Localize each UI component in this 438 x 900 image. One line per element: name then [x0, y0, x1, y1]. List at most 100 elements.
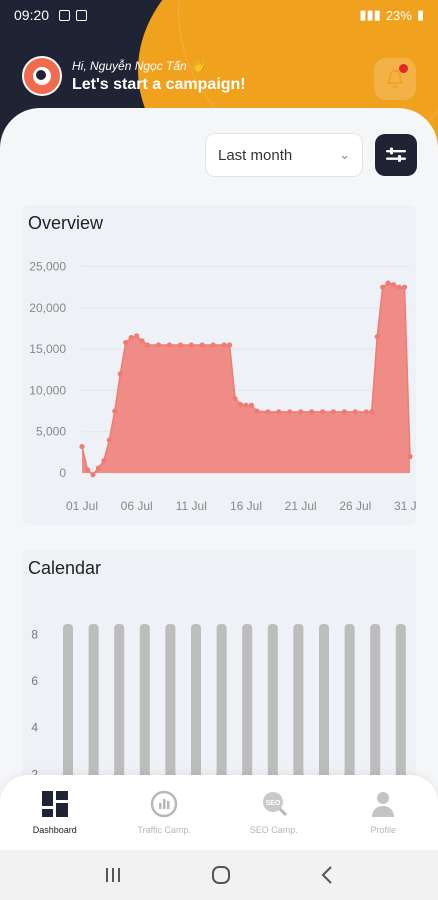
overview-data-point — [221, 342, 227, 348]
greeting-name: Hi, Nguyễn Ngọc Tấn 👋 — [72, 58, 205, 73]
nav-seo[interactable]: SEO SEO Camp. — [219, 775, 329, 850]
overview-x-tick: 31 Jul — [394, 499, 416, 513]
overview-data-point — [243, 402, 249, 408]
overview-data-point — [101, 458, 107, 464]
overview-data-point — [287, 409, 293, 415]
overview-data-point — [396, 284, 402, 290]
calendar-y-tick: 2 — [31, 767, 38, 781]
bell-icon — [386, 69, 404, 89]
nav-profile[interactable]: Profile — [329, 775, 438, 850]
status-bar: 09:20 ▮▮▮ 23% ▮ — [0, 0, 438, 30]
overview-x-tick: 26 Jul — [339, 499, 371, 513]
overview-y-tick: 20,000 — [29, 301, 66, 315]
overview-data-point — [309, 409, 315, 415]
overview-data-point — [237, 401, 244, 408]
calendar-bar — [114, 624, 125, 790]
calendar-y-tick: 8 — [31, 627, 38, 641]
calendar-bar — [344, 624, 355, 790]
bottom-navigation: Dashboard Traffic Camp. SEO SEO Camp. — [0, 775, 438, 850]
overview-data-point — [139, 338, 145, 344]
overview-title: Overview — [28, 213, 104, 233]
overview-data-point — [385, 280, 391, 286]
overview-data-point — [128, 334, 134, 341]
overview-data-point — [227, 342, 233, 348]
overview-data-point — [117, 371, 123, 377]
overview-data-point — [276, 409, 282, 415]
home-icon[interactable] — [210, 864, 232, 886]
svg-text:SEO: SEO — [265, 800, 280, 807]
calendar-title: Calendar — [28, 558, 102, 578]
calendar-card: Calendar 8 6 4 2 — [22, 550, 416, 790]
recents-icon[interactable] — [103, 866, 123, 884]
overview-data-point — [369, 409, 375, 415]
overview-area — [82, 283, 410, 475]
overview-data-point — [166, 342, 173, 348]
overview-data-point — [298, 409, 304, 415]
dashboard-icon — [41, 791, 68, 817]
calendar-bar — [242, 624, 253, 790]
overview-x-tick: 21 Jul — [285, 499, 317, 513]
calendar-bar — [216, 624, 227, 790]
overview-y-tick: 0 — [59, 466, 66, 480]
overview-data-point — [254, 408, 260, 414]
overview-y-tick: 15,000 — [29, 342, 66, 356]
overview-data-point — [374, 334, 380, 340]
overview-data-point — [155, 342, 162, 348]
nav-seo-label: SEO Camp. — [249, 825, 298, 835]
calendar-bar — [88, 624, 99, 790]
battery-text: 23% — [385, 7, 412, 23]
status-time: 09:20 — [14, 7, 50, 23]
overview-data-point — [341, 409, 347, 415]
overview-y-tick: 25,000 — [29, 260, 66, 274]
filter-button[interactable] — [375, 134, 417, 176]
calendar-bar — [191, 624, 201, 790]
chevron-down-icon: ⌄ — [339, 147, 350, 162]
nav-profile-label: Profile — [370, 825, 396, 835]
overview-data-point — [363, 409, 369, 415]
notification-dot — [399, 64, 408, 73]
overview-data-point — [380, 284, 386, 290]
overview-data-point — [265, 409, 271, 415]
overview-data-point — [232, 396, 238, 402]
overview-chart: 25,000 20,000 15,000 10,000 5,000 0 01 Jul 06 J… — [29, 260, 416, 513]
system-navigation — [0, 850, 438, 900]
overview-y-tick: 10,000 — [29, 383, 66, 397]
overview-x-tick: 11 Jul — [176, 499, 207, 513]
overview-data-point — [319, 409, 326, 415]
app-notification-icon — [76, 9, 88, 21]
avatar[interactable] — [22, 56, 62, 96]
nav-traffic-label: Traffic Camp. — [137, 825, 191, 835]
nav-dashboard[interactable]: Dashboard — [0, 775, 110, 850]
profile-icon — [372, 792, 395, 817]
traffic-icon — [151, 790, 178, 818]
overview-data-point — [188, 342, 194, 348]
greeting: Hi, Nguyễn Ngọc Tấn 👋 Let's start a camp… — [22, 56, 246, 96]
calendar-bar — [139, 624, 150, 790]
overview-data-point — [106, 437, 112, 443]
overview-data-point — [401, 284, 408, 290]
notification-button[interactable] — [374, 58, 416, 100]
overview-data-point — [79, 443, 85, 450]
overview-data-point — [407, 453, 413, 460]
overview-data-point — [90, 472, 96, 478]
overview-data-point — [352, 409, 358, 415]
calendar-bar — [63, 624, 73, 790]
greeting-title: Let's start a campaign! — [72, 75, 246, 93]
period-select[interactable]: Last month ⌄ — [205, 133, 363, 177]
period-select-value: Last month — [218, 146, 293, 164]
calendar-y-tick: 6 — [31, 674, 38, 688]
calendar-bar — [165, 624, 176, 790]
notification-icon — [59, 9, 71, 21]
calendar-y-tick: 4 — [31, 721, 38, 735]
calendar-bar — [319, 624, 329, 790]
nav-traffic[interactable]: Traffic Camp. — [110, 775, 220, 850]
overview-data-point — [177, 342, 183, 348]
overview-x-tick: 06 Jul — [121, 499, 153, 513]
overview-x-tick: 01 Jul — [66, 499, 98, 513]
overview-data-point — [199, 342, 205, 348]
back-icon[interactable] — [319, 865, 335, 885]
sliders-icon — [386, 147, 406, 162]
overview-data-point — [84, 467, 91, 473]
calendar-bar — [395, 624, 406, 790]
battery-icon: ▮ — [416, 7, 424, 22]
